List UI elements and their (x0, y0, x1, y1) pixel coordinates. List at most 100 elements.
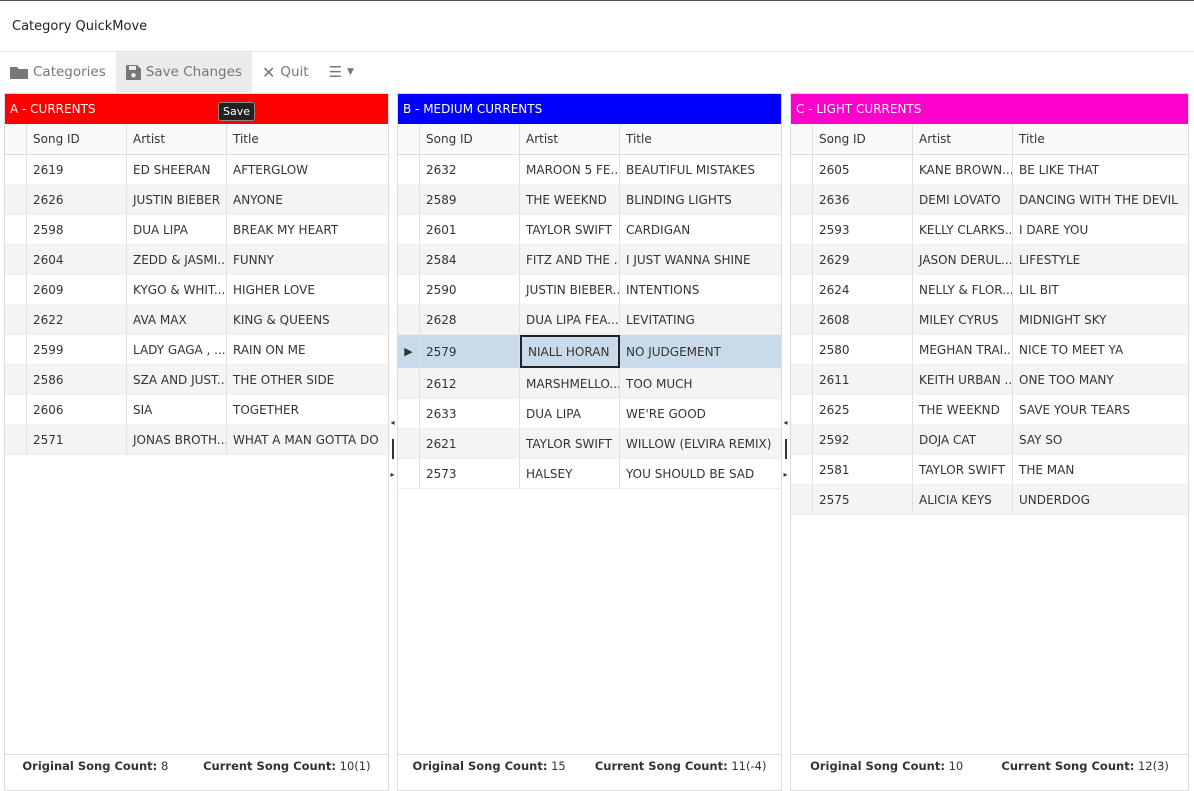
song-id-cell[interactable]: 2592 (813, 425, 913, 454)
table-row[interactable]: 2605 KANE BROWN... BE LIKE THAT (791, 155, 1188, 185)
column-header[interactable]: Title (1019, 132, 1045, 146)
table-row[interactable]: 2575 ALICIA KEYS UNDERDOG (791, 485, 1188, 515)
song-id-cell[interactable]: 2584 (420, 245, 520, 274)
title-cell[interactable]: CARDIGAN (626, 222, 691, 237)
title-cell[interactable]: SAY SO (1019, 432, 1063, 447)
artist-cell[interactable]: SIA (127, 395, 227, 424)
song-id-cell[interactable]: 2619 (27, 155, 127, 184)
table-row[interactable]: 2611 KEITH URBAN ... ONE TOO MANY (791, 365, 1188, 395)
song-id-cell[interactable]: 2573 (420, 459, 520, 488)
artist-cell[interactable]: NELLY & FLOR... (913, 275, 1013, 304)
song-id-cell[interactable]: 2621 (420, 429, 520, 458)
song-id-cell[interactable]: 2629 (813, 245, 913, 274)
table-row[interactable]: 2625 THE WEEKND SAVE YOUR TEARS (791, 395, 1188, 425)
title-cell[interactable]: BLINDING LIGHTS (626, 192, 732, 207)
column-header[interactable]: Title (233, 132, 259, 146)
artist-cell[interactable]: LADY GAGA , ... (127, 335, 227, 364)
title-cell[interactable]: NO JUDGEMENT (626, 344, 721, 359)
table-row[interactable]: 2598 DUA LIPA BREAK MY HEART (5, 215, 388, 245)
artist-cell[interactable]: NIALL HORAN (520, 335, 620, 368)
move-right-arrow-icon[interactable]: ▸ (783, 470, 788, 479)
song-id-cell[interactable]: 2611 (813, 365, 913, 394)
artist-cell[interactable]: JUSTIN BIEBER... (520, 275, 620, 304)
table-row[interactable]: 2608 MILEY CYRUS MIDNIGHT SKY (791, 305, 1188, 335)
song-id-cell[interactable]: 2586 (27, 365, 127, 394)
artist-cell[interactable]: JASON DERUL... (913, 245, 1013, 274)
song-id-cell[interactable]: 2636 (813, 185, 913, 214)
table-row[interactable]: 2619 ED SHEERAN AFTERGLOW (5, 155, 388, 185)
song-id-cell[interactable]: 2628 (420, 305, 520, 334)
column-header[interactable]: Song ID (813, 124, 913, 154)
artist-cell[interactable]: DOJA CAT (913, 425, 1013, 454)
title-cell[interactable]: WILLOW (ELVIRA REMIX) (626, 436, 772, 451)
table-row[interactable]: 2581 TAYLOR SWIFT THE MAN (791, 455, 1188, 485)
title-cell[interactable]: ONE TOO MANY (1019, 372, 1114, 387)
title-cell[interactable]: ANYONE (233, 192, 283, 207)
artist-cell[interactable]: TAYLOR SWIFT (913, 455, 1013, 484)
column-header[interactable]: Artist (127, 124, 227, 154)
song-id-cell[interactable]: 2622 (27, 305, 127, 334)
song-id-cell[interactable]: 2605 (813, 155, 913, 184)
artist-cell[interactable]: JONAS BROTH... (127, 425, 227, 454)
table-row[interactable]: 2626 JUSTIN BIEBER ANYONE (5, 185, 388, 215)
title-cell[interactable]: HIGHER LOVE (233, 282, 315, 297)
table-row[interactable]: 2604 ZEDD & JASMI... FUNNY (5, 245, 388, 275)
column-header[interactable]: Title (626, 132, 652, 146)
song-id-cell[interactable]: 2598 (27, 215, 127, 244)
table-row[interactable]: 2571 JONAS BROTH... WHAT A MAN GOTTA DO (5, 425, 388, 455)
title-cell[interactable]: RAIN ON ME (233, 342, 306, 357)
table-row[interactable]: ▶ 2579 NIALL HORAN NO JUDGEMENT (398, 335, 781, 369)
title-cell[interactable]: KING & QUEENS (233, 312, 330, 327)
table-row[interactable]: 2624 NELLY & FLOR... LIL BIT (791, 275, 1188, 305)
song-id-cell[interactable]: 2624 (813, 275, 913, 304)
artist-cell[interactable]: JUSTIN BIEBER (127, 185, 227, 214)
title-cell[interactable]: MIDNIGHT SKY (1019, 312, 1107, 327)
artist-cell[interactable]: MARSHMELLO... (520, 369, 620, 398)
artist-cell[interactable]: TAYLOR SWIFT (520, 429, 620, 458)
song-id-cell[interactable]: 2609 (27, 275, 127, 304)
title-cell[interactable]: LEVITATING (626, 312, 695, 327)
table-row[interactable]: 2632 MAROON 5 FE... BEAUTIFUL MISTAKES (398, 155, 781, 185)
artist-cell[interactable]: DEMI LOVATO (913, 185, 1013, 214)
move-left-arrow-icon[interactable]: ◂ (783, 418, 788, 427)
title-cell[interactable]: TOGETHER (233, 402, 299, 417)
table-row[interactable]: 2584 FITZ AND THE ... I JUST WANNA SHINE (398, 245, 781, 275)
move-right-arrow-icon[interactable]: ▸ (390, 470, 395, 479)
column-header[interactable]: Artist (913, 124, 1013, 154)
artist-cell[interactable]: SZA AND JUST... (127, 365, 227, 394)
song-id-cell[interactable]: 2590 (420, 275, 520, 304)
title-cell[interactable]: BE LIKE THAT (1019, 162, 1100, 177)
artist-cell[interactable]: ED SHEERAN (127, 155, 227, 184)
artist-cell[interactable]: MAROON 5 FE... (520, 155, 620, 184)
artist-cell[interactable]: ZEDD & JASMI... (127, 245, 227, 274)
artist-cell[interactable]: KANE BROWN... (913, 155, 1013, 184)
title-cell[interactable]: INTENTIONS (626, 282, 700, 297)
title-cell[interactable]: LIL BIT (1019, 282, 1059, 297)
table-row[interactable]: 2609 KYGO & WHIT... HIGHER LOVE (5, 275, 388, 305)
artist-cell[interactable]: ALICIA KEYS (913, 485, 1013, 514)
table-row[interactable]: 2589 THE WEEKND BLINDING LIGHTS (398, 185, 781, 215)
table-row[interactable]: 2601 TAYLOR SWIFT CARDIGAN (398, 215, 781, 245)
title-cell[interactable]: WE'RE GOOD (626, 406, 706, 421)
title-cell[interactable]: LIFESTYLE (1019, 252, 1081, 267)
artist-cell[interactable]: MEGHAN TRAI... (913, 335, 1013, 364)
table-row[interactable]: 2599 LADY GAGA , ... RAIN ON ME (5, 335, 388, 365)
table-row[interactable]: 2580 MEGHAN TRAI... NICE TO MEET YA (791, 335, 1188, 365)
song-id-cell[interactable]: 2606 (27, 395, 127, 424)
title-cell[interactable]: AFTERGLOW (233, 162, 309, 177)
table-row[interactable]: 2636 DEMI LOVATO DANCING WITH THE DEVIL (791, 185, 1188, 215)
title-cell[interactable]: DANCING WITH THE DEVIL (1019, 192, 1178, 207)
title-cell[interactable]: I DARE YOU (1019, 222, 1089, 237)
song-id-cell[interactable]: 2571 (27, 425, 127, 454)
artist-cell[interactable]: DUA LIPA (520, 399, 620, 428)
table-row[interactable]: 2586 SZA AND JUST... THE OTHER SIDE (5, 365, 388, 395)
title-cell[interactable]: BREAK MY HEART (233, 222, 339, 237)
splitter-bc[interactable]: ◂ ▸ (781, 410, 790, 488)
title-cell[interactable]: WHAT A MAN GOTTA DO (233, 432, 379, 447)
column-header[interactable]: Artist (520, 124, 620, 154)
song-id-cell[interactable]: 2581 (813, 455, 913, 484)
artist-cell[interactable]: DUA LIPA (127, 215, 227, 244)
artist-cell[interactable]: KELLY CLARKS... (913, 215, 1013, 244)
artist-cell[interactable]: KEITH URBAN ... (913, 365, 1013, 394)
song-id-cell[interactable]: 2575 (813, 485, 913, 514)
